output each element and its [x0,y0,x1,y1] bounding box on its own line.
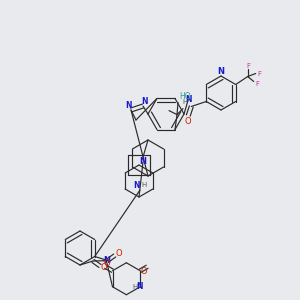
Text: O: O [101,263,107,272]
Text: O: O [185,117,192,126]
Text: O: O [141,267,148,276]
Text: N: N [185,95,191,104]
Text: O: O [103,259,110,268]
Text: F: F [247,62,251,68]
Text: H: H [183,100,188,106]
Text: N: N [103,256,110,265]
Text: F: F [258,70,262,76]
Text: HO: HO [179,92,190,101]
Text: O: O [116,249,122,258]
Text: N: N [136,282,142,291]
Text: N: N [125,100,131,109]
Text: F: F [256,82,260,88]
Text: H: H [141,182,146,188]
Text: N: N [141,97,147,106]
Text: N: N [134,181,140,190]
Text: N: N [218,67,224,76]
Text: N: N [140,157,146,166]
Text: H: H [133,284,138,290]
